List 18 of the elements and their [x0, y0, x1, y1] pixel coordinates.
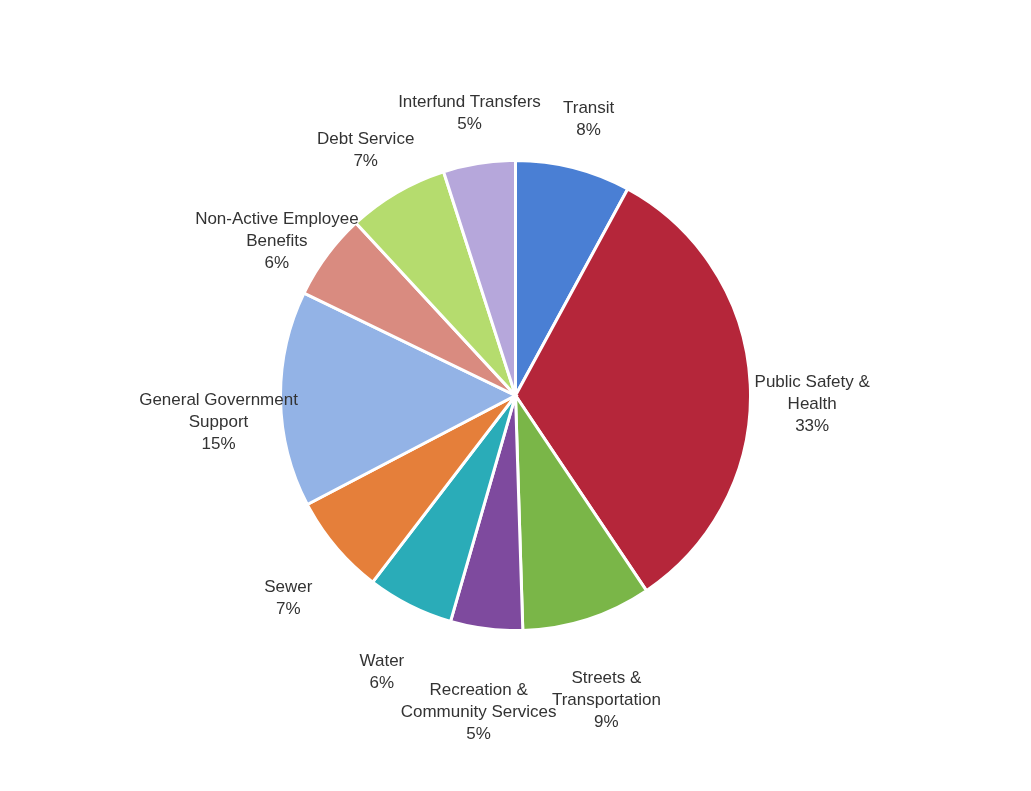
- data-label: 7%: [276, 598, 301, 618]
- slice-label: Sewer: [264, 576, 313, 596]
- data-label: 9%: [594, 712, 619, 732]
- data-label: 15%: [201, 434, 236, 454]
- slice-label: Non-Active Employee Benefits: [195, 208, 359, 250]
- slice-label: Public Safety & Health: [754, 371, 871, 413]
- slice-label: General Government Support: [139, 390, 299, 432]
- data-label: 6%: [264, 252, 290, 272]
- slice-label: Transit: [562, 97, 615, 117]
- data-label: 7%: [353, 151, 378, 171]
- slice-label: Water: [359, 650, 405, 670]
- slice-label: Interfund Transfers: [398, 92, 541, 112]
- data-label: 8%: [576, 119, 601, 139]
- slice-label: Debt Service: [317, 129, 415, 149]
- data-label: 5%: [457, 114, 482, 134]
- data-label: 33%: [795, 415, 830, 435]
- data-label: 5%: [466, 724, 491, 744]
- data-label: 6%: [369, 672, 395, 692]
